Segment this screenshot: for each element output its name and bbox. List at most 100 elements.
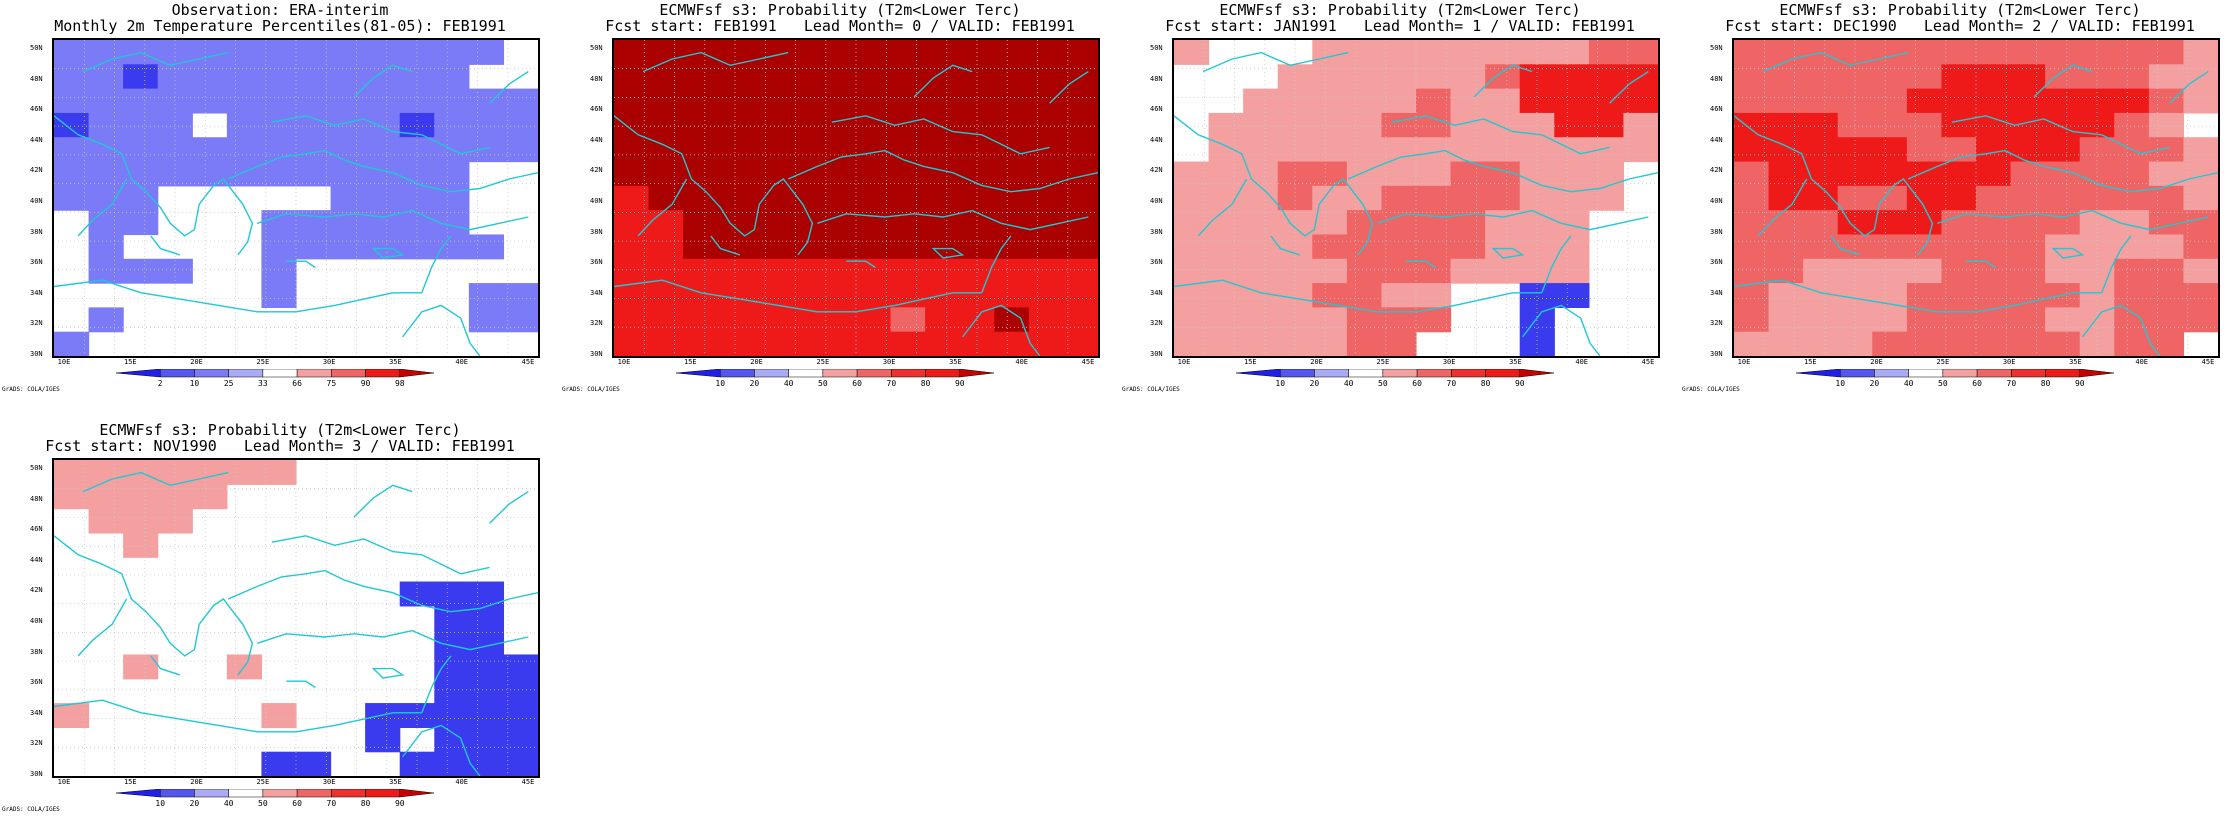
grid-cell <box>1243 161 1279 187</box>
grid-cell <box>786 210 823 236</box>
colorbar-label: 70 <box>326 799 337 808</box>
panel-subtitle: Fcst start: JAN1991 Lead Month= 1 / VALI… <box>1165 17 1635 35</box>
grid-cell <box>890 88 926 114</box>
grid-cell <box>2010 88 2046 114</box>
grid-cell <box>434 678 470 704</box>
grid-cell <box>1872 161 1908 187</box>
grid-cell <box>1519 331 1555 356</box>
grid-cell <box>54 40 90 65</box>
lon-tick-label: 25E <box>1936 358 1950 366</box>
lat-tick-label: 48N <box>1710 74 1723 83</box>
grid-cell <box>1485 40 1521 65</box>
grid-cell <box>683 185 719 211</box>
grid-cell <box>1028 64 1065 90</box>
colorbar-segment <box>959 369 995 378</box>
coastline <box>2101 235 2132 294</box>
grid-cell <box>399 210 435 236</box>
grid-cell <box>1381 64 1417 90</box>
lat-tick-label: 36N <box>1150 258 1163 267</box>
grid-cell <box>1976 40 2012 65</box>
grid-cell <box>1312 64 1348 90</box>
grid-cell <box>88 460 124 485</box>
colorbar-segment <box>331 369 366 378</box>
coastline <box>271 115 490 155</box>
grid-cell <box>1063 40 1098 65</box>
lon-tick-label: 25E <box>256 358 270 366</box>
grid-cell <box>1554 40 1590 65</box>
coastline <box>401 724 481 776</box>
coastline <box>257 629 442 644</box>
colorbar-segment <box>1796 369 1841 378</box>
grid-cell <box>54 64 90 90</box>
grid-cell <box>821 88 857 114</box>
colorbar-label: 10 <box>189 379 200 388</box>
grid-cell <box>925 307 961 333</box>
coastline <box>54 115 195 237</box>
grid-cell <box>1941 331 1977 356</box>
grid-cell <box>683 331 719 356</box>
lat-tick-label: 34N <box>1710 288 1723 297</box>
grid-cell <box>261 112 297 138</box>
colorbar-label: 40 <box>1343 379 1354 388</box>
colorbar-segment <box>296 789 332 798</box>
grid-cell <box>1381 331 1417 356</box>
grid-cell <box>2114 331 2150 356</box>
lon-tick-label: 45E <box>521 358 535 366</box>
grid-cell <box>1028 185 1065 211</box>
grid-cell <box>994 258 1030 284</box>
colorbar-label: 80 <box>1480 379 1491 388</box>
coastline <box>193 178 254 256</box>
grid-cell <box>503 137 538 163</box>
grid-cell <box>1623 112 1658 138</box>
grid-cell <box>856 137 892 163</box>
grid-cell <box>1941 64 1977 90</box>
grid-cell <box>1803 88 1839 114</box>
grid-cell <box>1028 40 1065 65</box>
lon-tick-label: 30E <box>2002 358 2016 366</box>
lat-tick-label: 44N <box>30 555 43 564</box>
grid-cell <box>2114 161 2150 187</box>
lon-tick-label: 40E <box>455 358 469 366</box>
grid-cell <box>1906 161 1943 187</box>
grid-cell <box>2045 258 2081 284</box>
grid-cell <box>296 137 332 163</box>
grid-cell <box>468 605 505 631</box>
grid-cell <box>2045 185 2081 211</box>
grid-cell <box>261 751 297 776</box>
grid-cell <box>123 185 159 211</box>
grid-cell <box>1450 258 1486 284</box>
lon-tick-label: 20E <box>190 778 203 786</box>
grid-cell <box>994 112 1030 138</box>
grid-cell <box>821 234 857 260</box>
grid-cell <box>399 161 435 187</box>
grid-cell <box>890 234 926 260</box>
coastline <box>931 247 965 259</box>
grid-cell <box>1872 112 1908 138</box>
colorbar-segment <box>331 789 366 798</box>
grid-cell <box>1243 283 1279 308</box>
grid-cell <box>1768 283 1804 308</box>
coastline <box>150 655 181 676</box>
panel-title: ECMWFsf s3: Probability (T2m<Lower Terc) <box>659 1 1021 19</box>
grid-cell <box>752 137 788 163</box>
grid-cell <box>1554 88 1590 114</box>
lon-tick-label: 30E <box>882 358 896 366</box>
lat-tick-label: 38N <box>30 647 43 656</box>
grid-cell <box>1028 307 1065 333</box>
grid-cell <box>752 258 788 284</box>
grid-cell <box>399 137 435 163</box>
lon-tick-label: 20E <box>750 358 763 366</box>
panel-title: Observation: ERA-interim <box>171 1 389 19</box>
coastline <box>846 260 876 269</box>
lat-tick-label: 40N <box>1150 197 1163 205</box>
grid-cell <box>1906 112 1943 138</box>
colorbar-label: 66 <box>292 379 302 388</box>
grid-cell <box>648 283 684 308</box>
grid-cell <box>1312 161 1348 187</box>
grid-cell <box>1872 258 1908 284</box>
grid-cell <box>54 460 90 485</box>
lon-tick-label: 15E <box>1803 358 1817 366</box>
coastline <box>489 71 529 104</box>
grid-cell <box>2010 40 2046 65</box>
colorbar-label: 40 <box>1903 379 1914 388</box>
